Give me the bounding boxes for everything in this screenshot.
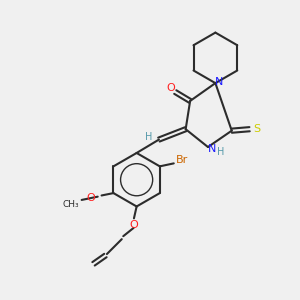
- Text: S: S: [254, 124, 261, 134]
- Text: O: O: [167, 82, 175, 93]
- Text: H: H: [145, 132, 152, 142]
- Text: H: H: [217, 147, 224, 158]
- Text: O: O: [86, 194, 95, 203]
- Text: O: O: [129, 220, 138, 230]
- Text: N: N: [215, 76, 223, 87]
- Text: CH₃: CH₃: [63, 200, 80, 209]
- Text: Br: Br: [176, 155, 188, 165]
- Text: N: N: [208, 143, 217, 154]
